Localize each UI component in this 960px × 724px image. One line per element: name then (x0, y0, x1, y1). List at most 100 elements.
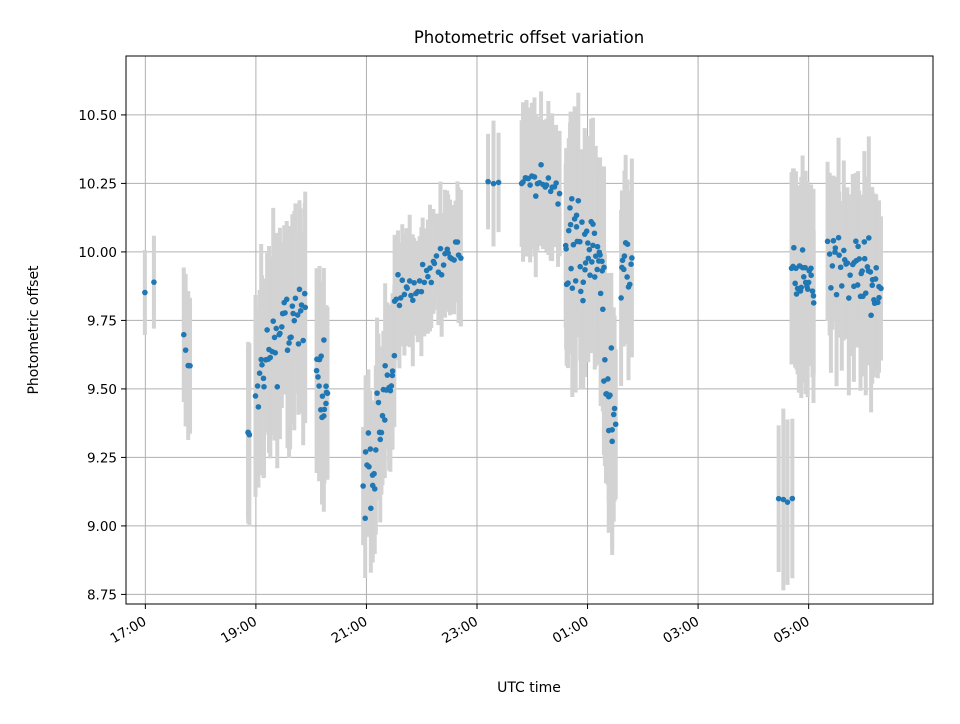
data-point (301, 290, 308, 297)
data-point (844, 260, 851, 266)
data-point (590, 221, 596, 227)
data-point (798, 284, 805, 291)
data-point (274, 383, 281, 390)
data-point (288, 334, 294, 341)
data-point (869, 282, 876, 289)
y-tick-label: 9.75 (87, 313, 117, 329)
data-point (382, 417, 388, 423)
data-point (587, 272, 593, 278)
data-point (597, 252, 603, 258)
data-point (391, 352, 398, 359)
data-point (374, 390, 380, 396)
data-point (591, 230, 598, 237)
data-point (810, 293, 817, 299)
data-point (260, 375, 267, 382)
data-point (573, 224, 580, 230)
data-point (433, 253, 440, 259)
data-point (878, 285, 884, 292)
data-point (567, 221, 574, 228)
data-point (862, 290, 869, 296)
data-point (387, 387, 394, 394)
data-point (396, 302, 403, 309)
data-point (142, 289, 148, 296)
data-point (366, 463, 372, 470)
data-point (255, 404, 262, 410)
data-point (290, 310, 296, 317)
y-tick-label: 9.25 (87, 450, 117, 466)
data-point (582, 260, 589, 266)
data-point (362, 449, 369, 455)
data-point (388, 383, 395, 389)
y-tick-label: 8.75 (87, 587, 117, 603)
data-point (802, 264, 808, 271)
data-point (575, 197, 582, 204)
data-point (577, 238, 583, 245)
data-point (246, 431, 253, 438)
data-point (799, 247, 806, 253)
data-point (563, 246, 569, 252)
data-point (490, 180, 497, 187)
data-point (362, 515, 368, 522)
data-point (440, 262, 447, 268)
data-point (296, 286, 303, 293)
data-point (418, 288, 425, 295)
x-axis-label: UTC time (497, 680, 561, 696)
data-point (579, 219, 585, 225)
data-point (531, 174, 538, 180)
data-point (428, 279, 435, 286)
data-point (438, 272, 445, 278)
data-point (401, 291, 408, 298)
data-point (416, 278, 423, 284)
point-layer (142, 161, 884, 522)
data-point (590, 242, 596, 249)
data-point (319, 393, 326, 399)
data-point (273, 325, 280, 332)
data-point (286, 340, 292, 346)
data-point (847, 272, 853, 278)
data-point (389, 372, 396, 379)
data-point (876, 294, 882, 301)
data-point (377, 436, 384, 443)
data-point (855, 243, 861, 250)
data-point (832, 245, 839, 251)
data-point (784, 499, 791, 505)
data-point (272, 350, 279, 356)
data-point (445, 250, 451, 256)
data-point (805, 279, 812, 286)
data-point (289, 303, 296, 309)
data-point (520, 179, 526, 185)
data-point (404, 285, 410, 291)
data-point (833, 291, 840, 298)
y-axis-label: Photometric offset (26, 265, 42, 395)
data-point (792, 280, 798, 287)
data-point (835, 234, 842, 241)
data-point (283, 296, 290, 303)
data-point (556, 190, 563, 197)
data-point (431, 260, 438, 267)
data-point (321, 337, 327, 343)
data-point (373, 447, 379, 453)
y-tick-label: 9.50 (87, 382, 117, 398)
data-point (565, 227, 572, 234)
data-point (853, 238, 859, 245)
data-point (454, 239, 461, 245)
data-point (321, 413, 327, 419)
data-point (874, 299, 881, 306)
data-point (856, 256, 863, 262)
data-point (408, 292, 414, 299)
data-point (620, 266, 627, 273)
data-point (619, 257, 626, 264)
data-point (261, 383, 267, 390)
data-point (572, 278, 579, 284)
data-point (567, 205, 573, 211)
data-point (585, 240, 591, 246)
data-point (182, 347, 189, 353)
y-tick-label: 10.25 (78, 176, 117, 192)
data-point (527, 182, 533, 188)
data-point (577, 263, 584, 270)
data-point (360, 483, 366, 489)
data-point (601, 264, 607, 271)
data-point (624, 241, 631, 247)
data-point (294, 312, 301, 318)
